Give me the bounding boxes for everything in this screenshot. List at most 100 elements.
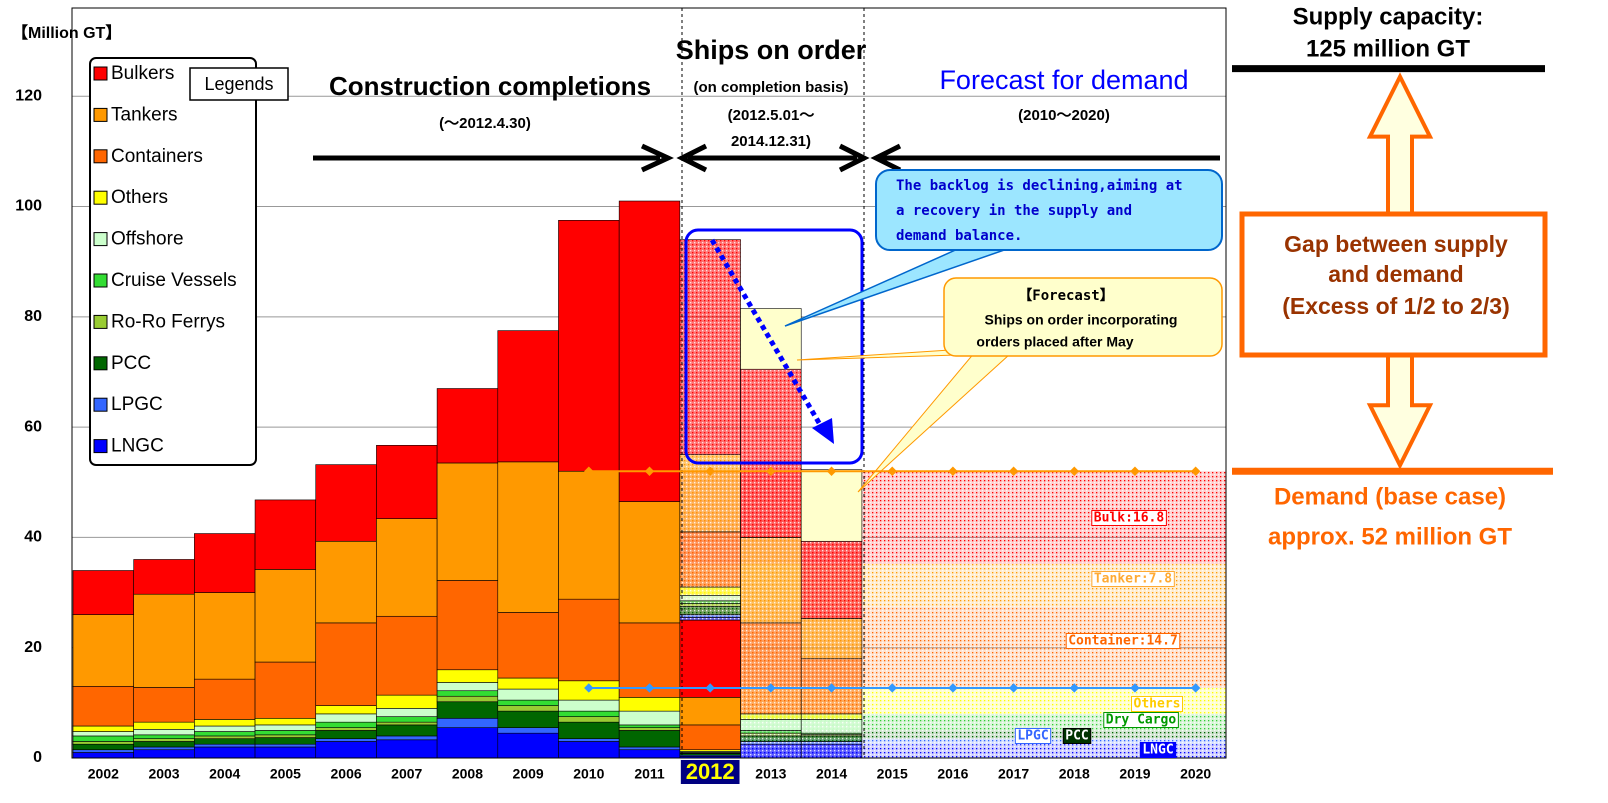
- bar-segment: [72, 614, 134, 687]
- y-tick-label: 0: [33, 749, 42, 766]
- bar-segment: [436, 690, 499, 697]
- demand-marker: [1008, 466, 1019, 476]
- demand-area: [1165, 730, 1227, 739]
- bar-segment: [133, 734, 195, 739]
- x-tick-label: 2017: [998, 766, 1029, 782]
- callout-text: Ships on order incorporating: [985, 312, 1178, 328]
- segment-label: Others: [1134, 697, 1181, 712]
- segment-label-box: [1065, 633, 1181, 649]
- demand-area: [983, 744, 1045, 758]
- legend-label: Others: [111, 187, 168, 208]
- bar-segment: [497, 727, 559, 734]
- bar-segment: [679, 724, 741, 751]
- header-sub: (on completion basis): [693, 79, 848, 96]
- order-segment: [800, 719, 863, 734]
- x-tick-label: 2007: [391, 766, 422, 782]
- header-sub: 2014.12.31): [731, 133, 811, 150]
- demand-marker: [1130, 683, 1140, 693]
- bar-segment: [133, 738, 195, 742]
- bar-segment: [133, 741, 195, 748]
- demand-marker: [1069, 466, 1079, 476]
- bar-segment: [254, 743, 317, 748]
- bar-segment: [618, 746, 681, 751]
- demand-marker: [887, 683, 897, 693]
- bar-segment: [194, 738, 256, 745]
- bar-segment: [133, 559, 195, 595]
- order-segment: [740, 732, 802, 737]
- demand-area: [861, 563, 924, 607]
- order-segment: [800, 735, 863, 742]
- x-tick-label: 2002: [88, 766, 119, 782]
- order-segment: [679, 614, 741, 618]
- bar-segment: [194, 719, 256, 727]
- demand-marker: [766, 683, 776, 693]
- legend-swatch: [93, 439, 108, 454]
- segment-label: LNGC: [1142, 743, 1173, 758]
- highlight-label-box: [680, 760, 740, 784]
- demand-marker: [826, 683, 837, 693]
- segment-label: Bulk:16.8: [1094, 511, 1165, 526]
- order-segment: [679, 454, 741, 533]
- demand-marker: [766, 466, 776, 476]
- x-tick-label: 2014: [816, 766, 847, 782]
- segment-label: Dry Cargo: [1106, 713, 1177, 728]
- legend-label: Offshore: [111, 229, 184, 250]
- bar-segment: [436, 462, 499, 581]
- segment-label-box: [1091, 510, 1167, 526]
- demand-marker: [948, 683, 958, 693]
- demand-marker: [826, 466, 837, 476]
- bar-segment: [254, 724, 317, 731]
- gap-label: Gap between supply: [1284, 231, 1508, 257]
- bar-segment: [558, 716, 620, 723]
- demand-area: [1043, 744, 1106, 758]
- callout: [943, 277, 1223, 357]
- y-tick-label: 60: [24, 418, 42, 435]
- bar-segment: [254, 746, 317, 759]
- legend-swatch: [93, 356, 108, 371]
- bar-segment: [72, 725, 134, 732]
- forecast-segment: [800, 469, 863, 542]
- order-segment: [679, 600, 741, 604]
- demand-marker: [1190, 683, 1201, 693]
- demand-area: [1043, 713, 1106, 731]
- bar-segment: [618, 501, 681, 624]
- demand-area: [1165, 471, 1227, 564]
- bar-segment: [436, 727, 499, 759]
- order-segment: [800, 618, 863, 660]
- bar-segment: [558, 738, 620, 742]
- order-segment: [740, 622, 802, 715]
- bar-segment: [254, 499, 317, 570]
- x-tick-label: 2015: [877, 766, 908, 782]
- order-segment: [679, 606, 741, 615]
- demand-area: [922, 471, 984, 564]
- order-segment: [679, 603, 741, 607]
- legend-swatch: [93, 232, 108, 247]
- header: Ships on order: [676, 35, 867, 65]
- bar-segment: [194, 746, 256, 759]
- order-segment: [740, 741, 802, 745]
- x-tick-label: 2005: [270, 766, 301, 782]
- bar-segment: [72, 752, 134, 759]
- segment-label-box: [1131, 696, 1183, 712]
- bar-segment: [315, 705, 377, 715]
- demand-area: [983, 730, 1045, 739]
- order-segment: [679, 531, 741, 588]
- legend-label: Tankers: [111, 104, 178, 125]
- x-tick-label: 2018: [1059, 766, 1090, 782]
- demand-marker: [887, 466, 897, 476]
- legend-label: Containers: [111, 146, 203, 167]
- bar-segment: [436, 580, 499, 671]
- bar-segment: [72, 731, 134, 737]
- demand-area: [983, 713, 1045, 731]
- demand-marker: [584, 683, 594, 693]
- bar-segment: [315, 622, 377, 706]
- demand-area: [1165, 713, 1227, 731]
- bar-segment: [497, 461, 559, 613]
- demand-area: [861, 744, 924, 758]
- x-tick-label: 2003: [148, 766, 179, 782]
- legend-title-box: [189, 67, 289, 101]
- header: Forecast for demand: [939, 65, 1188, 95]
- bar-segment: [376, 724, 438, 737]
- x-tick-label: 2012: [686, 759, 735, 784]
- bar-segment: [315, 540, 377, 624]
